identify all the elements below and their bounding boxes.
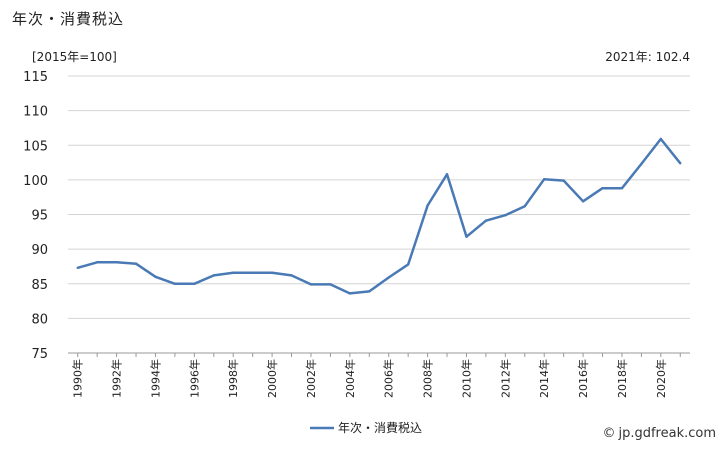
data-point — [173, 282, 177, 285]
data-point — [115, 261, 118, 264]
data-point — [134, 262, 138, 265]
x-tick-label: 1996年 — [187, 359, 201, 398]
data-point — [484, 219, 488, 222]
data-point — [426, 204, 429, 207]
x-tick-label: 2012年 — [498, 359, 512, 398]
data-point — [193, 282, 196, 285]
data-point — [679, 162, 682, 165]
x-tick-label: 2010年 — [459, 359, 473, 398]
x-tick-label: 2014年 — [537, 359, 551, 398]
data-point — [640, 162, 643, 166]
data-point — [543, 177, 546, 181]
y-tick-label: 100 — [23, 174, 48, 189]
y-tick-label: 115 — [23, 70, 48, 85]
legend-label: 年次・消費税込 — [338, 420, 422, 435]
data-point — [504, 213, 507, 217]
y-tick-label: 105 — [23, 139, 48, 154]
data-point — [445, 173, 449, 176]
x-tick-label: 2016年 — [576, 359, 590, 398]
data-point — [348, 292, 352, 295]
x-tick-label: 1992年 — [110, 359, 124, 398]
x-tick-label: 2002年 — [304, 359, 318, 398]
data-point — [290, 274, 293, 277]
data-point — [406, 263, 410, 266]
x-tick-label: 1990年 — [71, 359, 85, 398]
data-point — [581, 200, 585, 203]
x-tick-label: 2004年 — [343, 359, 357, 398]
data-point — [270, 271, 274, 274]
data-point — [212, 274, 215, 277]
page-title: 年次・消費税込 — [12, 10, 125, 28]
x-tick-label: 1998年 — [226, 359, 240, 398]
y-tick-label: 85 — [31, 278, 48, 293]
data-point — [154, 275, 157, 279]
y-tick-label: 95 — [31, 209, 48, 224]
data-point — [251, 271, 254, 274]
data-point — [659, 137, 663, 141]
data-point — [76, 266, 79, 270]
series-layer — [76, 137, 682, 295]
y-tick-label: 80 — [31, 312, 48, 327]
y-tick-label: 110 — [23, 105, 48, 120]
x-tick-label: 2018年 — [615, 359, 629, 398]
data-point — [95, 261, 99, 264]
data-point — [309, 283, 313, 286]
x-tick-label: 1994年 — [148, 359, 162, 398]
series-line — [77, 137, 682, 295]
data-point — [368, 290, 371, 293]
credit-text: jp.gdfreak.com — [618, 426, 716, 441]
data-point — [601, 186, 604, 190]
x-tick-label: 2008年 — [421, 359, 435, 398]
data-point — [620, 186, 624, 190]
data-point — [523, 204, 526, 208]
x-tick-label: 2020年 — [654, 359, 668, 398]
x-tick-label: 2000年 — [265, 359, 279, 398]
data-point — [562, 179, 565, 182]
latest-value-label: 2021年: 102.4 — [605, 50, 690, 64]
data-point — [465, 235, 468, 238]
y-tick-labels: 75 80 85 90 95 100 105 110 115 — [23, 70, 48, 362]
y-tick-label: 75 — [31, 347, 48, 362]
credit: © jp.gdfreak.com — [602, 426, 716, 441]
data-point — [329, 283, 332, 286]
y-tick-label: 90 — [31, 243, 48, 258]
data-point — [387, 276, 390, 279]
x-tick-label: 2006年 — [382, 359, 396, 398]
unit-label: [2015年=100] — [32, 50, 117, 64]
x-tick-labels: 1990年 1992年 1994年 1996年 1998年 2000年 2002年 2004年… — [71, 359, 668, 398]
data-point — [232, 271, 235, 274]
legend: 年次・消費税込 — [310, 420, 422, 435]
copyright-icon: © — [602, 426, 616, 441]
grid-lines — [68, 75, 690, 357]
